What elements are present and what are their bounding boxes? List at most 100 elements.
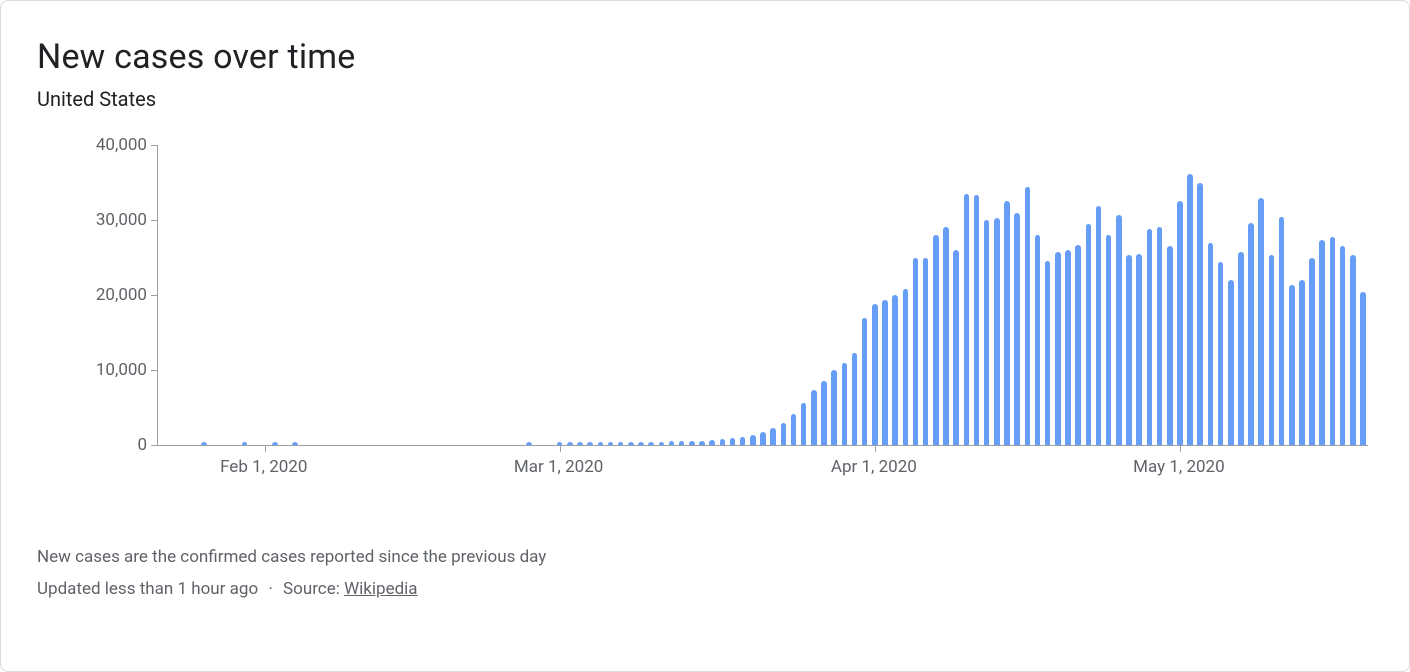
bar: [1208, 243, 1214, 446]
y-tick-mark: [151, 445, 158, 446]
bar: [994, 218, 1000, 445]
bar: [1269, 255, 1275, 445]
y-tick-mark: [151, 295, 158, 296]
bar: [974, 195, 980, 446]
bar: [933, 235, 939, 445]
bar: [882, 300, 888, 445]
updated-text: Updated less than 1 hour ago: [37, 579, 258, 599]
x-axis-labels: Feb 1, 2020 Mar 1, 2020 Apr 1, 2020 May 1, …: [157, 457, 1367, 481]
bar: [1004, 201, 1010, 445]
bar: [587, 442, 593, 445]
bar: [730, 438, 736, 445]
bar: [831, 370, 837, 445]
bar: [699, 441, 705, 446]
bar: [872, 304, 878, 445]
bar: [669, 441, 675, 445]
bar: [689, 441, 695, 446]
y-tick-label: 0: [137, 435, 147, 455]
bar: [984, 220, 990, 445]
bar: [608, 442, 614, 445]
x-tick-label: Apr 1, 2020: [831, 457, 917, 477]
bar: [862, 318, 868, 446]
bar: [964, 194, 970, 445]
bar: [1289, 285, 1295, 446]
separator-dot: ·: [268, 579, 272, 599]
chart-card: New cases over time United States 010,00…: [0, 0, 1410, 672]
bar: [1167, 246, 1173, 446]
bar: [913, 258, 919, 446]
bar: [770, 428, 776, 445]
x-tick-mark: [265, 445, 266, 452]
bar: [1065, 250, 1071, 445]
bar: [659, 442, 665, 445]
x-tick-label: May 1, 2020: [1133, 457, 1225, 477]
bar: [201, 442, 207, 445]
bar: [750, 435, 756, 446]
bar: [892, 295, 898, 445]
bar: [821, 381, 827, 446]
y-tick-mark: [151, 370, 158, 371]
bar: [648, 442, 654, 445]
footer-meta: Updated less than 1 hour ago · Source: W…: [37, 573, 1381, 605]
bar: [1258, 198, 1264, 446]
bar: [1197, 183, 1203, 445]
bar: [1319, 240, 1325, 445]
bar: [1055, 252, 1061, 446]
bar: [526, 442, 532, 445]
x-tick-mark: [560, 445, 561, 452]
bar: [801, 403, 807, 445]
bar: [628, 442, 634, 445]
bar: [1279, 217, 1285, 445]
x-tick-mark: [875, 445, 876, 452]
bar: [1025, 187, 1031, 445]
source-link[interactable]: Wikipedia: [344, 579, 418, 599]
bar: [740, 437, 746, 445]
bar: [1096, 206, 1102, 445]
y-tick-label: 40,000: [96, 135, 147, 155]
x-tick-label: Feb 1, 2020: [220, 457, 307, 477]
bar: [760, 432, 766, 446]
bar: [1218, 262, 1224, 445]
chart-footer: New cases are the confirmed cases report…: [37, 541, 1381, 606]
chart-area: 010,00020,00030,00040,000 Feb 1, 2020 Mar…: [37, 145, 1377, 485]
bar: [1238, 252, 1244, 445]
bar: [1075, 245, 1081, 445]
chart-title: New cases over time: [37, 37, 1381, 77]
bar: [1157, 227, 1163, 445]
x-tick-mark: [1180, 445, 1181, 452]
y-tick-mark: [151, 220, 158, 221]
bar: [1330, 237, 1336, 445]
bar: [598, 442, 604, 445]
bar: [1147, 229, 1153, 445]
y-axis: 010,00020,00030,00040,000: [37, 145, 147, 445]
bar: [953, 250, 959, 445]
bar: [1309, 258, 1315, 446]
bar: [1136, 254, 1142, 445]
bar: [781, 423, 787, 446]
chart-subtitle: United States: [37, 87, 1381, 111]
bar: [638, 442, 644, 445]
bar: [1045, 261, 1051, 445]
bar: [1187, 174, 1193, 445]
bar: [1177, 201, 1183, 445]
bar: [903, 289, 909, 445]
bar: [709, 440, 715, 445]
bar: [618, 442, 624, 445]
footer-description: New cases are the confirmed cases report…: [37, 541, 1381, 573]
bar: [1248, 223, 1254, 445]
bar: [292, 442, 298, 445]
bar: [1086, 224, 1092, 445]
y-tick-label: 30,000: [96, 210, 147, 230]
bar: [943, 227, 949, 445]
bar: [567, 442, 573, 445]
x-tick-label: Mar 1, 2020: [514, 457, 603, 477]
bar: [842, 363, 848, 446]
bar: [272, 442, 278, 445]
y-tick-mark: [151, 145, 158, 146]
bar: [1035, 235, 1041, 445]
bar: [1340, 246, 1346, 445]
bar: [852, 353, 858, 445]
bar: [1126, 255, 1132, 445]
bar: [1014, 213, 1020, 446]
bar: [791, 414, 797, 445]
